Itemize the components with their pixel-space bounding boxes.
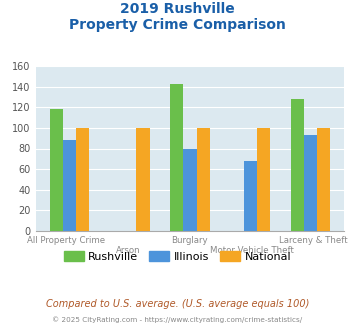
- Text: Motor Vehicle Theft: Motor Vehicle Theft: [210, 246, 294, 255]
- Text: All Property Crime: All Property Crime: [27, 236, 105, 245]
- Bar: [257, 128, 270, 231]
- Text: Burglary: Burglary: [171, 236, 208, 245]
- Text: © 2025 CityRating.com - https://www.cityrating.com/crime-statistics/: © 2025 CityRating.com - https://www.city…: [53, 317, 302, 323]
- Bar: [76, 128, 89, 231]
- Bar: [183, 148, 197, 231]
- Legend: Rushville, Illinois, National: Rushville, Illinois, National: [59, 247, 296, 267]
- Bar: [244, 161, 257, 231]
- Bar: [304, 135, 317, 231]
- Text: Compared to U.S. average. (U.S. average equals 100): Compared to U.S. average. (U.S. average …: [46, 299, 309, 309]
- Bar: [63, 140, 76, 231]
- Text: 2019 Rushville: 2019 Rushville: [120, 2, 235, 16]
- Bar: [136, 128, 149, 231]
- Bar: [50, 109, 63, 231]
- Text: Arson: Arson: [116, 246, 141, 255]
- Bar: [197, 128, 210, 231]
- Bar: [317, 128, 330, 231]
- Text: Property Crime Comparison: Property Crime Comparison: [69, 18, 286, 32]
- Bar: [170, 83, 183, 231]
- Bar: [290, 99, 304, 231]
- Text: Larceny & Theft: Larceny & Theft: [279, 236, 348, 245]
